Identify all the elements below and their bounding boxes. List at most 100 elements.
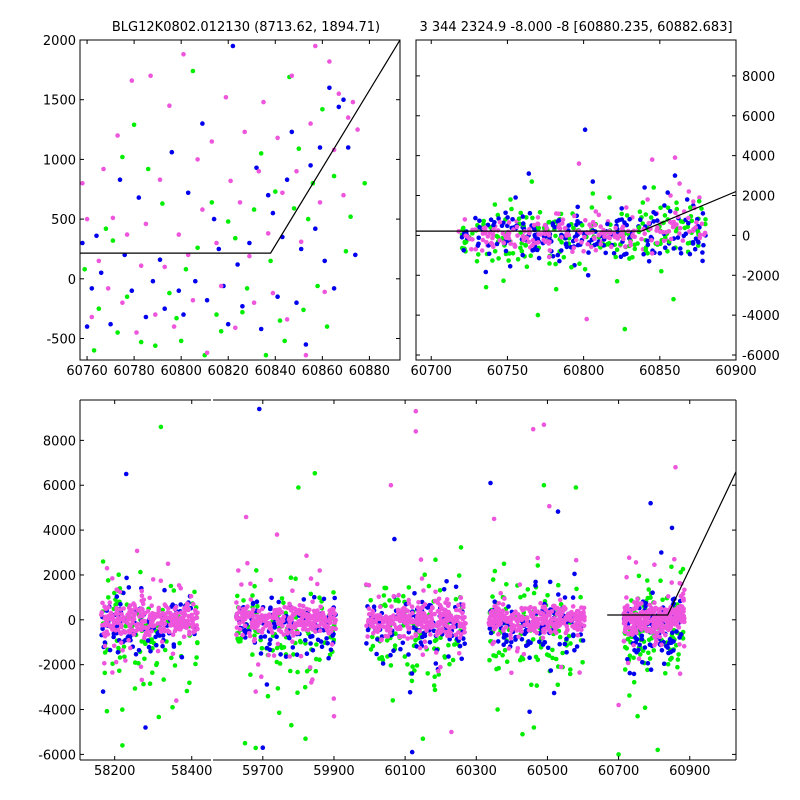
data-point	[296, 146, 302, 151]
data-point	[662, 245, 668, 250]
data-point	[167, 629, 172, 635]
data-point	[555, 682, 561, 688]
data-point	[495, 639, 501, 644]
data-point	[529, 179, 535, 184]
data-point	[240, 619, 246, 625]
data-point	[463, 233, 469, 238]
data-point	[524, 235, 530, 241]
data-point	[585, 241, 590, 247]
data-point	[115, 133, 120, 138]
data-point	[299, 608, 305, 614]
data-point	[362, 181, 368, 186]
data-point	[622, 605, 628, 610]
data-point	[567, 671, 573, 677]
data-point	[368, 598, 374, 603]
data-point	[640, 221, 645, 226]
data-point	[118, 616, 124, 622]
data-point	[304, 606, 309, 612]
data-point	[637, 209, 643, 214]
data-point	[607, 195, 612, 200]
y-tick-label: 4000	[43, 524, 76, 539]
data-point	[649, 618, 654, 624]
x-tick-label: 60500	[527, 764, 568, 779]
data-point	[427, 640, 433, 645]
data-point	[579, 239, 584, 245]
data-point	[260, 606, 265, 612]
data-point	[552, 603, 557, 609]
data-point	[422, 613, 428, 619]
data-point	[155, 621, 161, 626]
data-point	[176, 232, 182, 237]
y-tick-label: -500	[46, 333, 76, 348]
data-point	[700, 211, 706, 216]
data-point	[495, 707, 500, 712]
data-point	[506, 258, 511, 263]
data-point	[493, 612, 499, 617]
data-point	[313, 43, 318, 49]
data-point	[405, 636, 411, 641]
data-point	[247, 240, 252, 246]
data-point	[678, 603, 683, 609]
data-point	[486, 251, 492, 257]
data-point	[627, 653, 633, 658]
data-point	[571, 632, 576, 637]
data-point	[331, 610, 336, 615]
data-point	[696, 243, 701, 248]
data-point	[642, 185, 647, 190]
data-point	[233, 325, 238, 331]
data-point	[680, 566, 686, 572]
data-point	[317, 628, 323, 633]
data-point	[642, 231, 647, 236]
data-point	[662, 235, 668, 240]
data-point	[525, 587, 531, 592]
data-point	[114, 594, 120, 599]
data-point	[402, 654, 408, 659]
data-point	[110, 670, 115, 675]
data-point	[518, 624, 524, 630]
data-point	[147, 623, 153, 628]
data-point	[517, 582, 523, 587]
data-point	[254, 165, 259, 171]
data-point	[378, 637, 384, 643]
data-point	[291, 206, 297, 211]
data-point	[512, 244, 518, 249]
data-point	[631, 671, 637, 677]
data-point	[518, 210, 523, 216]
data-point	[575, 633, 581, 638]
data-point	[441, 587, 447, 592]
data-point	[672, 155, 678, 160]
data-point	[462, 240, 468, 246]
x-tick-label: 60820	[208, 364, 249, 379]
data-point	[167, 103, 172, 108]
data-point	[507, 251, 512, 256]
data-point	[115, 620, 120, 625]
data-point	[579, 614, 585, 620]
data-point	[101, 166, 106, 172]
data-point	[174, 315, 179, 321]
x-tick-label: 60100	[384, 764, 425, 779]
data-point	[98, 270, 104, 276]
data-point	[312, 594, 317, 600]
data-point	[293, 576, 298, 581]
data-point	[412, 591, 417, 596]
data-point	[281, 600, 286, 606]
data-point	[413, 619, 419, 625]
data-point	[150, 278, 156, 284]
data-point	[467, 236, 472, 241]
data-point	[638, 652, 643, 657]
data-point	[143, 221, 149, 227]
data-point	[432, 674, 438, 679]
data-point	[294, 300, 299, 306]
data-point	[240, 304, 245, 309]
data-point	[642, 645, 648, 650]
data-point	[613, 225, 618, 231]
data-point	[332, 595, 338, 601]
data-point	[557, 258, 562, 264]
data-point	[172, 622, 178, 628]
data-point	[284, 177, 290, 182]
data-point	[225, 321, 231, 327]
data-point	[659, 606, 664, 611]
data-point	[603, 250, 608, 256]
axes-frame	[79, 39, 401, 361]
data-point	[484, 239, 489, 245]
